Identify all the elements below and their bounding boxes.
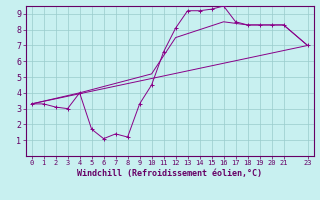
- X-axis label: Windchill (Refroidissement éolien,°C): Windchill (Refroidissement éolien,°C): [77, 169, 262, 178]
